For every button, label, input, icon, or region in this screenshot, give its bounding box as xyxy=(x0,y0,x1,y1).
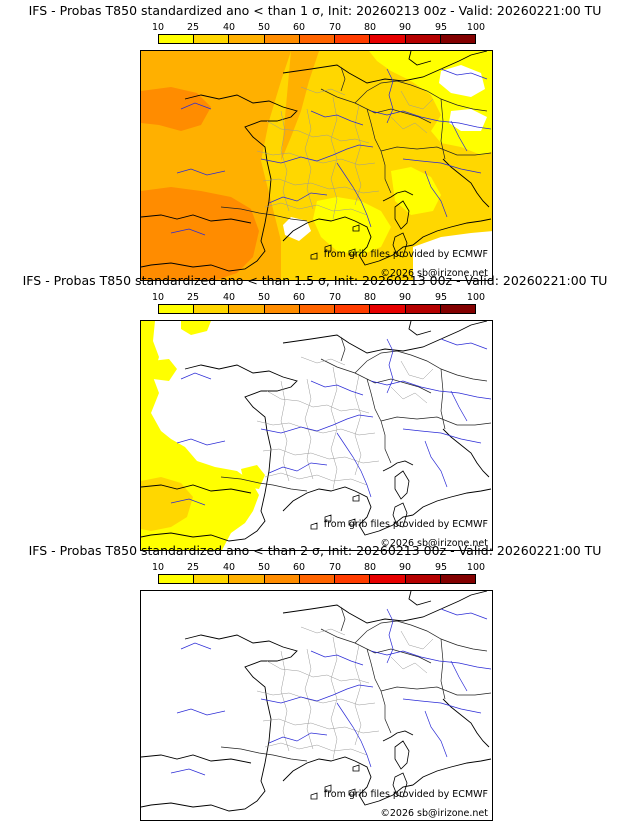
source-credit: from grib files provided by ECMWF xyxy=(323,249,488,260)
legend-tick: 100 xyxy=(466,292,486,303)
legend-swatch xyxy=(335,305,371,313)
legend-tick: 50 xyxy=(257,22,271,33)
legend-tick: 40 xyxy=(222,22,236,33)
legend-tick: 70 xyxy=(328,22,342,33)
legend-swatch xyxy=(370,305,406,313)
legend-tick: 70 xyxy=(328,292,342,303)
legend-tick: 100 xyxy=(466,22,486,33)
legend-swatch xyxy=(299,305,336,313)
panel-title: IFS - Probas T850 standardized ano < tha… xyxy=(22,273,608,288)
legend-swatch xyxy=(264,305,300,313)
legend-tick: 10 xyxy=(151,562,165,573)
legend-swatch xyxy=(299,575,336,583)
legend-swatch xyxy=(370,575,406,583)
legend-swatch xyxy=(440,35,475,43)
legend-swatch xyxy=(335,575,371,583)
legend-tick: 95 xyxy=(434,22,448,33)
legend-tick: 40 xyxy=(222,292,236,303)
legend-tick: 95 xyxy=(434,562,448,573)
legend-swatch xyxy=(264,575,300,583)
legend-swatch xyxy=(159,305,195,313)
legend-swatch xyxy=(194,575,230,583)
legend-swatch xyxy=(405,35,441,43)
legend-swatch xyxy=(335,35,371,43)
panel-1-5sigma: IFS - Probas T850 standardized ano < tha… xyxy=(0,273,630,551)
legend-swatch xyxy=(229,305,265,313)
legend-tick: 90 xyxy=(398,22,412,33)
legend-tick: 90 xyxy=(398,292,412,303)
legend-tick: 80 xyxy=(363,562,377,573)
map-canvas xyxy=(141,321,492,550)
legend-swatch xyxy=(405,305,441,313)
legend-swatch xyxy=(229,575,265,583)
copyright: ©2026 sb@irizone.net xyxy=(380,268,488,279)
legend-tick: 40 xyxy=(222,562,236,573)
legend-tick: 25 xyxy=(186,562,200,573)
color-legend xyxy=(158,304,476,314)
legend-swatch xyxy=(194,305,230,313)
copyright: ©2026 sb@irizone.net xyxy=(380,538,488,549)
copyright: ©2026 sb@irizone.net xyxy=(380,808,488,819)
legend-tick: 90 xyxy=(398,562,412,573)
legend-swatch xyxy=(229,35,265,43)
legend-swatch xyxy=(405,575,441,583)
probability-map: from grib files provided by ECMWF ©2026 … xyxy=(140,320,493,551)
legend-swatch xyxy=(159,575,195,583)
panel-2sigma: IFS - Probas T850 standardized ano < tha… xyxy=(0,543,630,821)
legend-tick: 70 xyxy=(328,562,342,573)
panel-1sigma: IFS - Probas T850 standardized ano < tha… xyxy=(0,3,630,281)
legend-tick: 25 xyxy=(186,292,200,303)
legend-tick: 10 xyxy=(151,22,165,33)
legend-tick: 80 xyxy=(363,292,377,303)
legend-swatch xyxy=(159,35,195,43)
source-credit: from grib files provided by ECMWF xyxy=(323,519,488,530)
legend-swatch xyxy=(440,305,475,313)
panel-title: IFS - Probas T850 standardized ano < tha… xyxy=(28,543,602,558)
source-credit: from grib files provided by ECMWF xyxy=(323,789,488,800)
panel-title: IFS - Probas T850 standardized ano < tha… xyxy=(28,3,602,18)
color-legend xyxy=(158,574,476,584)
legend-tick: 80 xyxy=(363,22,377,33)
legend-swatch xyxy=(440,575,475,583)
legend-swatch xyxy=(194,35,230,43)
legend-tick: 60 xyxy=(292,22,306,33)
legend-tick: 10 xyxy=(151,292,165,303)
legend-tick: 95 xyxy=(434,292,448,303)
legend-swatch xyxy=(264,35,300,43)
legend-tick: 60 xyxy=(292,562,306,573)
map-canvas xyxy=(141,591,492,820)
legend-tick: 50 xyxy=(257,562,271,573)
probability-map: from grib files provided by ECMWF ©2026 … xyxy=(140,590,493,821)
legend-tick: 60 xyxy=(292,292,306,303)
legend-swatch xyxy=(299,35,336,43)
map-canvas xyxy=(141,51,492,280)
probability-map: from grib files provided by ECMWF ©2026 … xyxy=(140,50,493,281)
color-legend xyxy=(158,34,476,44)
legend-tick: 50 xyxy=(257,292,271,303)
legend-swatch xyxy=(370,35,406,43)
legend-tick: 100 xyxy=(466,562,486,573)
legend-tick: 25 xyxy=(186,22,200,33)
